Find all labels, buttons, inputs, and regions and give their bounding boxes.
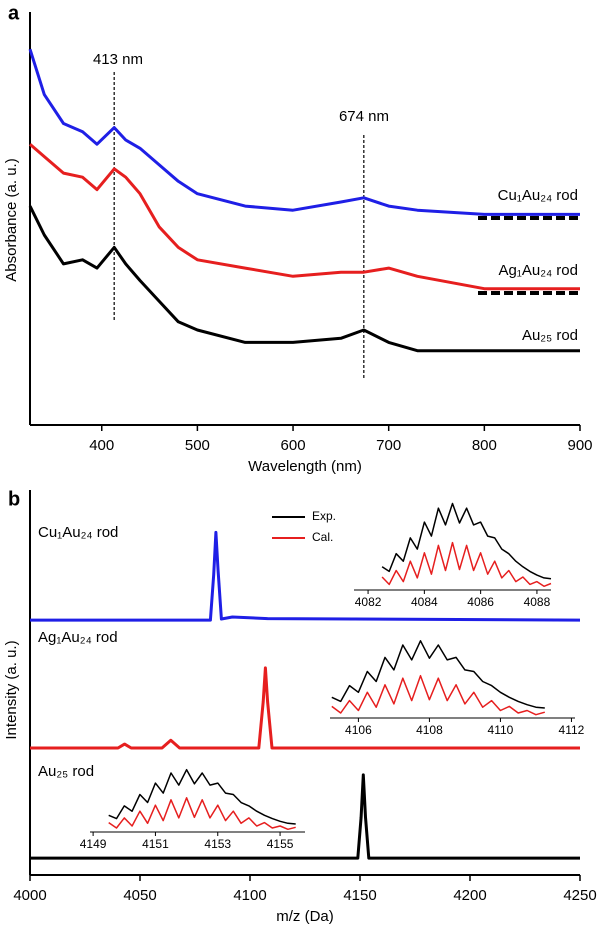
annotation: 674 nm — [339, 108, 389, 125]
inset-x-tick-label: 4082 — [355, 595, 382, 609]
inset-x-tick-label: 4084 — [411, 595, 438, 609]
inset-x-tick-label: 4112 — [559, 723, 585, 737]
x-tick-label: 4100 — [233, 887, 266, 904]
legend-label: Cal. — [312, 530, 333, 544]
inset-x-tick-label: 4155 — [267, 837, 294, 851]
x-tick-label: 4250 — [563, 887, 596, 904]
series-label: Ag₁Au₂₄ rod — [38, 629, 118, 646]
annotation: 413 nm — [93, 51, 143, 68]
inset-x-tick-label: 4151 — [142, 837, 169, 851]
isotope-line — [381, 502, 552, 580]
x-tick-label: 4000 — [13, 887, 46, 904]
spectrum-line — [28, 48, 580, 216]
spectrum-line — [30, 530, 581, 622]
legend-label: Exp. — [312, 509, 336, 523]
y-axis-title: Absorbance (a. u.) — [3, 158, 20, 281]
x-tick-label: 800 — [472, 437, 497, 454]
series-label: Cu₁Au₂₄ rod — [498, 187, 578, 204]
x-tick-label: 500 — [185, 437, 210, 454]
inset-x-tick-label: 4108 — [416, 723, 443, 737]
x-tick-label: 700 — [376, 437, 401, 454]
spectrum-line — [30, 666, 580, 750]
series-label: Cu₁Au₂₄ rod — [38, 524, 118, 541]
inset-x-tick-label: 4149 — [80, 837, 107, 851]
inset-x-tick-label: 4088 — [524, 595, 551, 609]
y-axis-title: Intensity (a. u.) — [3, 640, 20, 739]
series-label: Au₂₅ rod — [522, 327, 578, 344]
x-tick-label: 400 — [89, 437, 114, 454]
x-tick-label: 4200 — [453, 887, 486, 904]
x-axis-title: m/z (Da) — [276, 908, 334, 925]
inset-x-tick-label: 4153 — [204, 837, 231, 851]
inset-x-tick-label: 4110 — [488, 723, 514, 737]
spectrum-line — [28, 205, 580, 353]
x-tick-label: 4150 — [343, 887, 376, 904]
panel-label: b — [8, 488, 20, 510]
x-tick-label: 900 — [567, 437, 592, 454]
series-label: Ag₁Au₂₄ rod — [498, 262, 578, 279]
x-axis-title: Wavelength (nm) — [248, 458, 362, 475]
x-tick-label: 4050 — [123, 887, 156, 904]
isotope-line — [331, 674, 546, 716]
series-label: Au₂₅ rod — [38, 763, 94, 780]
spectrum-line — [30, 773, 580, 860]
inset-x-tick-label: 4106 — [345, 723, 372, 737]
isotope-line — [108, 768, 296, 825]
x-tick-label: 600 — [281, 437, 306, 454]
isotope-line — [331, 640, 545, 709]
isotope-line — [108, 797, 296, 831]
isotope-line — [381, 541, 552, 588]
inset-x-tick-label: 4086 — [467, 595, 494, 609]
spectrum-line — [29, 143, 580, 291]
panel-label: a — [8, 2, 20, 24]
